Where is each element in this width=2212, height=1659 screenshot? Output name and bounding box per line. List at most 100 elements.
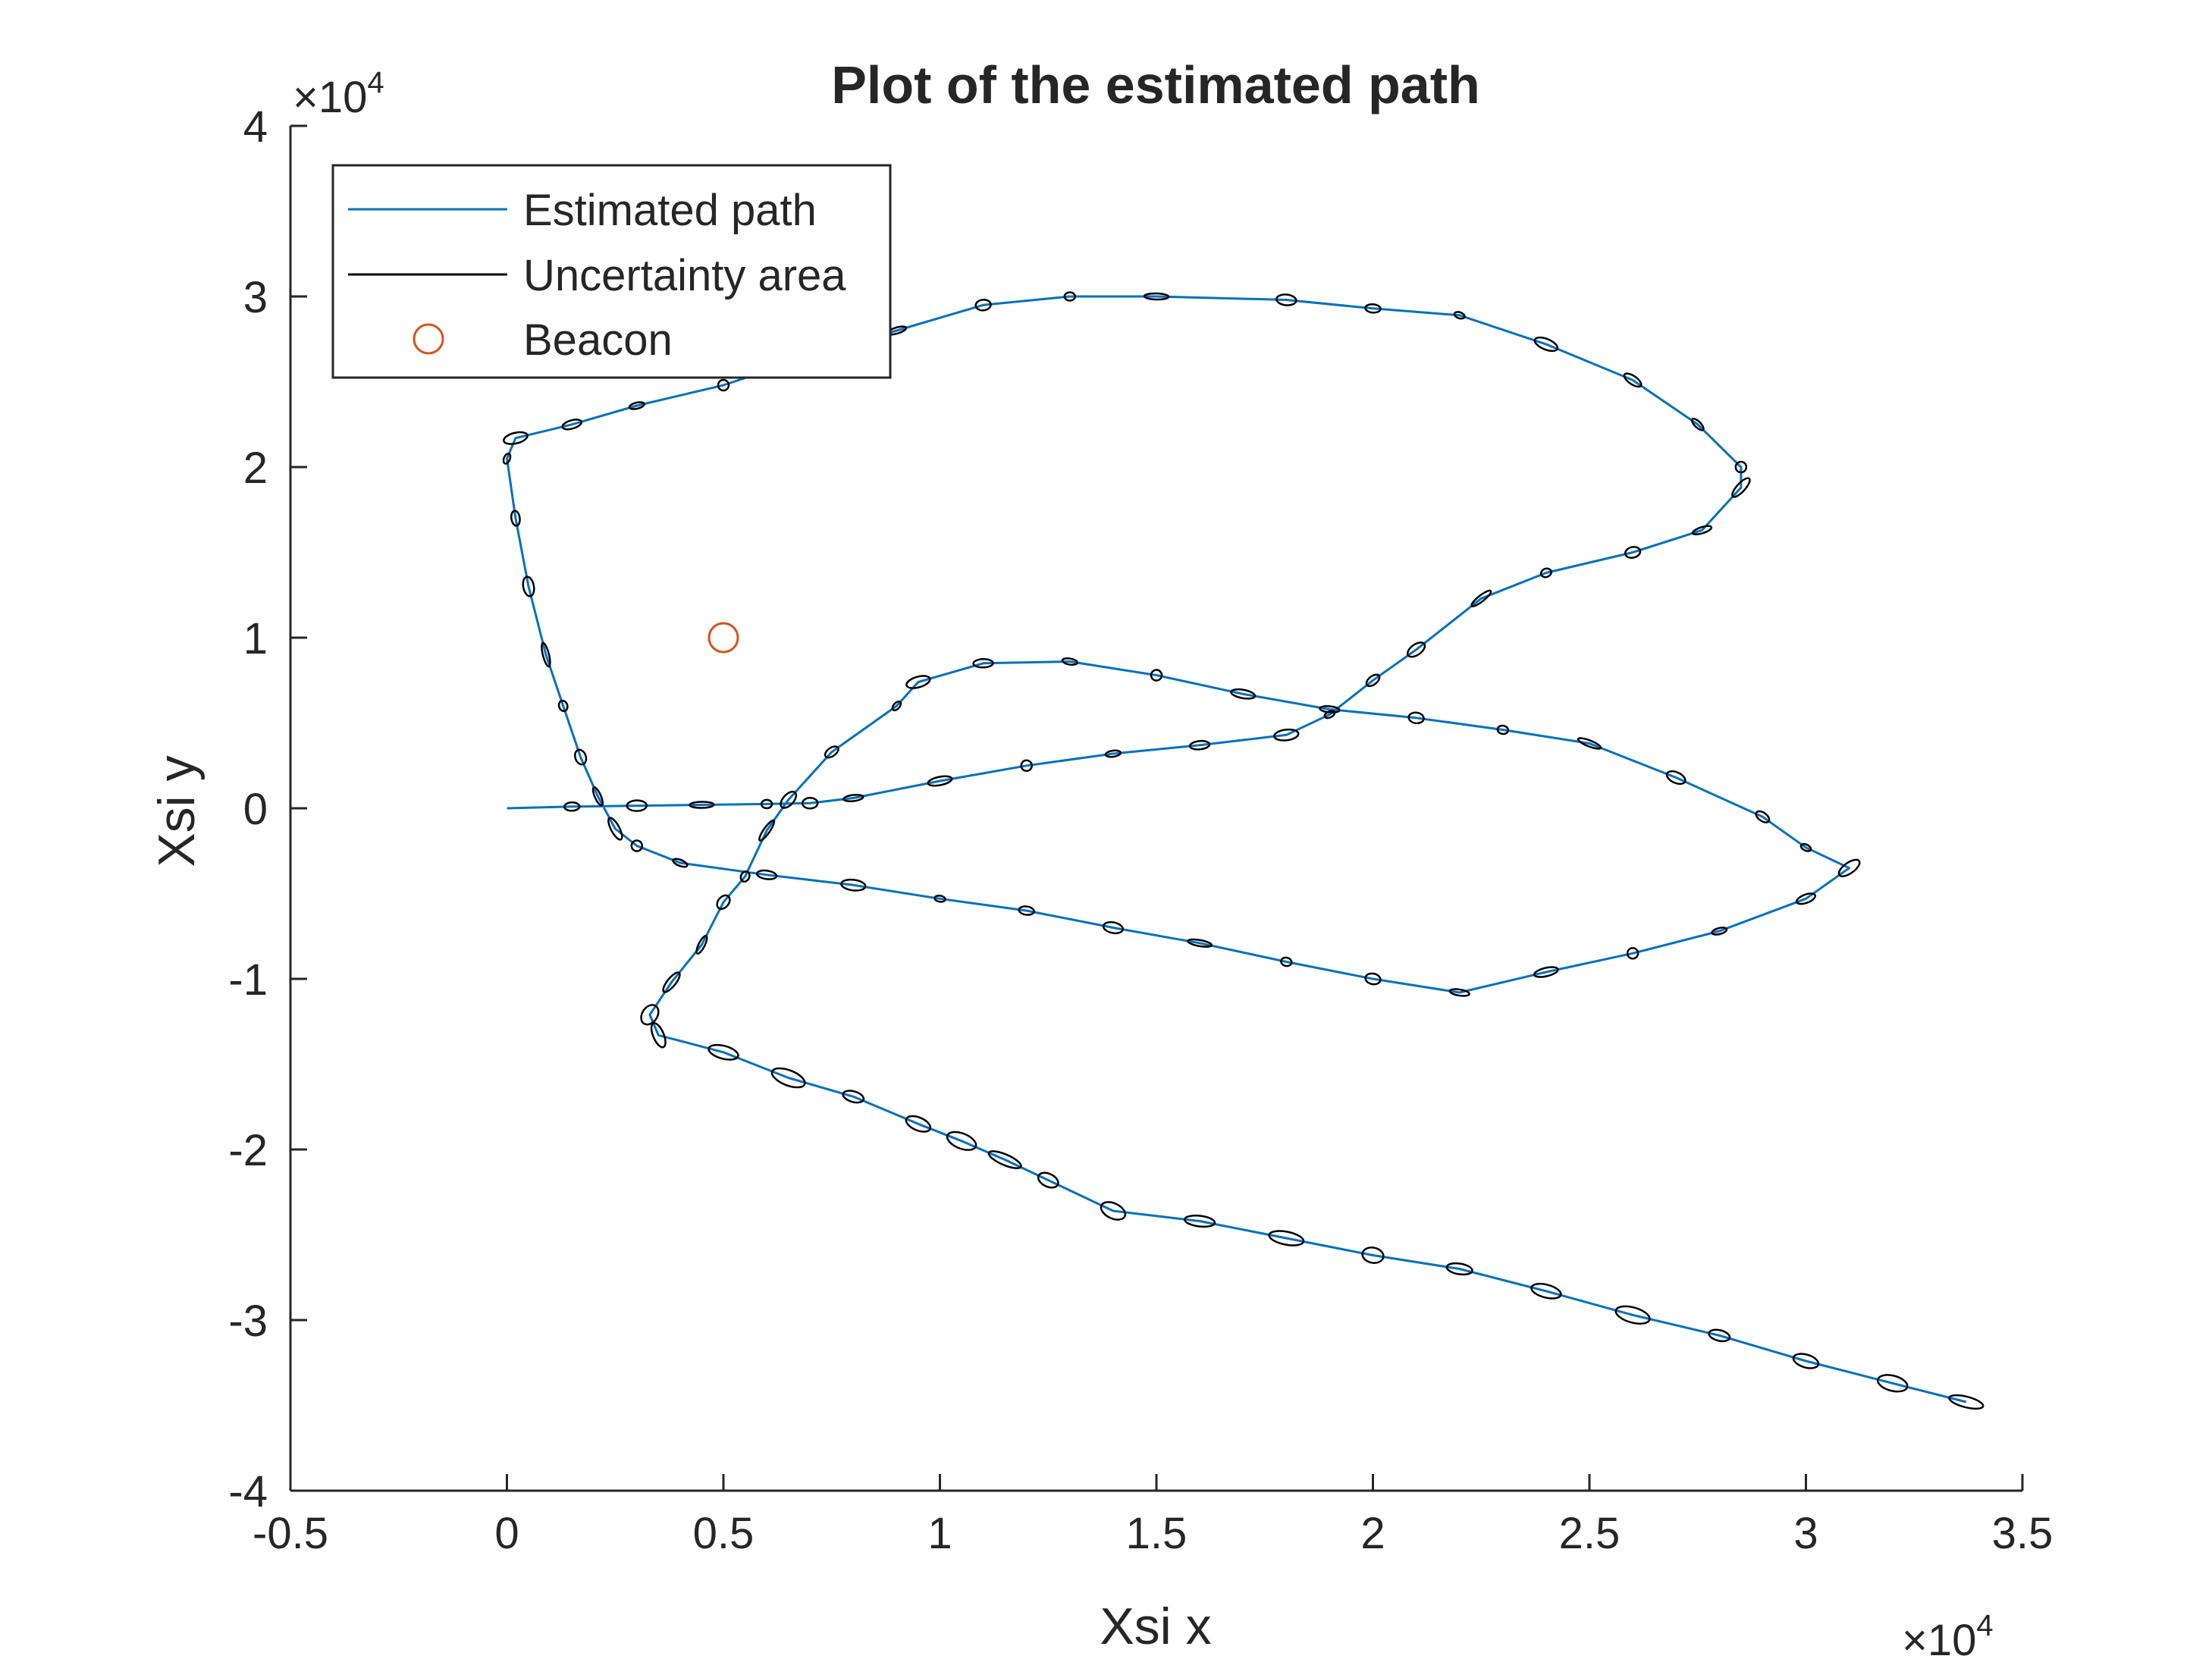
uncertainty-ellipse [650, 1022, 667, 1049]
uncertainty-ellipse [1691, 525, 1713, 536]
x-tick-label: -0.5 [253, 1509, 328, 1558]
uncertainty-ellipse [842, 1090, 865, 1104]
uncertainty-ellipse [1020, 759, 1033, 773]
uncertainty-ellipse [1626, 947, 1639, 960]
uncertainty-ellipse [946, 1131, 977, 1151]
uncertainty-ellipse [972, 658, 994, 669]
uncertainty-ellipse [770, 1067, 806, 1089]
x-tick-label: 3.5 [1992, 1509, 2054, 1558]
legend-box [331, 164, 892, 379]
uncertainty-ellipse [1755, 810, 1771, 823]
uncertainty-ellipse [1280, 956, 1293, 967]
uncertainty-ellipse [801, 797, 819, 810]
legend-label: Estimated path [523, 186, 817, 235]
uncertainty-ellipse [824, 745, 839, 759]
uncertainty-ellipse [717, 378, 730, 392]
uncertainty-ellipse [1063, 291, 1077, 302]
y-tick-label: 2 [243, 444, 268, 493]
uncertainty-ellipse [541, 641, 551, 668]
x-exponent-base: ×10 [1902, 1616, 1976, 1659]
uncertainty-ellipse [708, 1043, 739, 1061]
uncertainty-ellipse [1104, 749, 1122, 758]
uncertainty-ellipse [1061, 657, 1078, 666]
uncertainty-ellipse [1948, 1394, 1985, 1410]
uncertainty-ellipse [716, 894, 731, 910]
uncertainty-ellipse [1018, 905, 1035, 916]
uncertainty-ellipse [1102, 920, 1124, 935]
uncertainty-ellipse [522, 575, 535, 597]
y-tick-label: 3 [243, 273, 268, 322]
uncertainty-ellipse [1533, 966, 1559, 978]
beacon-marker [708, 622, 739, 654]
x-tick-label: 1 [927, 1509, 952, 1558]
uncertainty-ellipse [1407, 711, 1425, 725]
x-tick-label: 2.5 [1559, 1509, 1621, 1558]
uncertainty-ellipse [1143, 292, 1170, 301]
x-tick-label: 0 [494, 1509, 519, 1558]
uncertainty-ellipse [573, 748, 588, 766]
uncertainty-ellipse [557, 699, 569, 713]
uncertainty-ellipse [1364, 303, 1382, 314]
uncertainty-ellipse [1731, 477, 1751, 498]
uncertainty-ellipse [1665, 770, 1686, 786]
uncertainty-ellipse [1623, 372, 1643, 388]
uncertainty-ellipse [1365, 673, 1381, 688]
uncertainty-ellipse [607, 817, 623, 841]
y-tick-label: 4 [243, 102, 268, 152]
uncertainty-ellipse [695, 935, 708, 955]
uncertainty-ellipse [1708, 1328, 1731, 1343]
y-axis-exponent: ×104 [293, 66, 384, 122]
estimated-path-line [506, 295, 1967, 1403]
uncertainty-ellipse [1711, 927, 1728, 936]
uncertainty-ellipse [630, 839, 644, 852]
uncertainty-ellipse [1539, 567, 1552, 579]
uncertainty-ellipse [1268, 1230, 1305, 1247]
uncertainty-ellipse [1037, 1171, 1059, 1189]
y-tick-label: -4 [228, 1467, 268, 1516]
uncertainty-ellipse [1614, 1305, 1651, 1325]
uncertainty-ellipse [640, 1004, 660, 1026]
uncertainty-ellipse [503, 431, 529, 445]
uncertainty-ellipse [1792, 1353, 1820, 1369]
uncertainty-ellipse [1445, 1262, 1473, 1276]
legend-label: Uncertainty area [523, 251, 846, 300]
uncertainty-ellipse [672, 858, 689, 868]
y-tick-label: 1 [243, 614, 268, 663]
uncertainty-ellipse [561, 419, 583, 431]
y-exponent-base: ×10 [293, 73, 367, 122]
x-tick-label: 2 [1360, 1509, 1385, 1558]
axes: -0.5 0 0.5 1 1.5 2 2.5 3 3.5 -4 -3 -2 -1 0 1 2 3 4 [228, 102, 2053, 1558]
x-tick-label: 1.5 [1126, 1509, 1188, 1558]
uncertainty-ellipse [1150, 669, 1163, 682]
legend-label: Beacon [523, 315, 673, 365]
uncertainty-ellipse [502, 452, 512, 465]
legend: Estimated path Uncertainty area Beacon [331, 164, 892, 379]
uncertainty-ellipse [628, 401, 645, 410]
uncertainty-ellipse [1799, 842, 1812, 852]
uncertainty-ellipse [1496, 724, 1510, 735]
uncertainty-ellipse [1406, 641, 1426, 658]
uncertainty-ellipse [1734, 460, 1748, 474]
uncertainty-ellipse [1100, 1201, 1127, 1221]
x-axis-label: Xsi x [1100, 1598, 1211, 1655]
uncertainty-ellipse [1275, 293, 1297, 306]
x-exponent-power: 4 [1976, 1609, 1993, 1642]
uncertainty-ellipse [1183, 1214, 1216, 1228]
plot-area [502, 291, 1985, 1410]
chart-title: Plot of the estimated path [831, 55, 1480, 114]
uncertainty-ellipse [1837, 858, 1861, 877]
uncertainty-ellipse [1361, 1247, 1385, 1264]
uncertainty-ellipse [891, 700, 902, 712]
uncertainty-ellipse [563, 801, 581, 812]
uncertainty-ellipse [905, 1115, 932, 1133]
uncertainty-ellipse [974, 299, 992, 312]
uncertainty-ellipse [755, 869, 778, 880]
uncertainty-ellipse [840, 878, 867, 892]
uncertainty-ellipse [987, 1150, 1022, 1169]
uncertainty-ellipse [780, 790, 798, 809]
uncertainty-ellipse [662, 971, 681, 993]
y-tick-label: -1 [228, 955, 268, 1005]
y-tick-label: -2 [228, 1126, 268, 1175]
uncertainty-ellipse [1470, 589, 1492, 607]
uncertainty-ellipse [1453, 311, 1466, 320]
